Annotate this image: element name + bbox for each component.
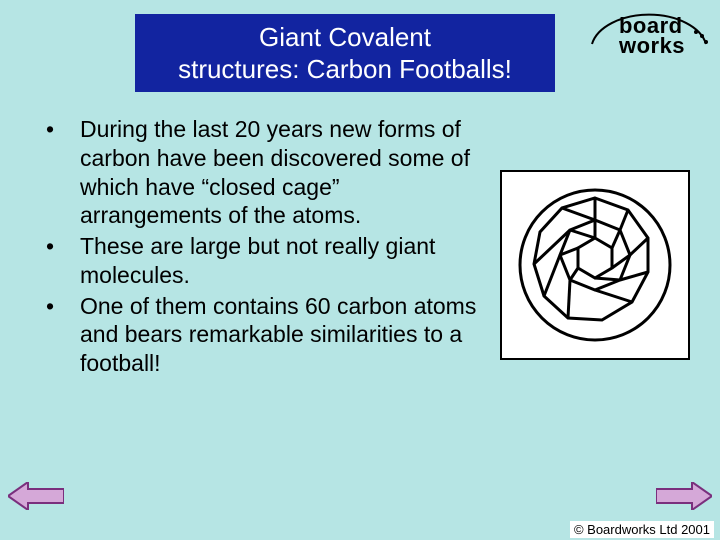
arrow-right-icon xyxy=(656,482,712,510)
bullet-list: •During the last 20 years new forms of c… xyxy=(40,115,480,380)
title-line-1: Giant Covalent xyxy=(135,21,555,54)
prev-slide-button[interactable] xyxy=(8,482,64,510)
bullet-marker: • xyxy=(40,292,80,378)
arrow-left-icon xyxy=(8,482,64,510)
bullet-item: •These are large but not really giant mo… xyxy=(40,232,480,290)
bullet-marker: • xyxy=(40,115,80,230)
bullet-text: One of them contains 60 carbon atoms and… xyxy=(80,292,480,378)
bullet-item: •One of them contains 60 carbon atoms an… xyxy=(40,292,480,378)
slide: Giant Covalent structures: Carbon Footba… xyxy=(0,0,720,540)
fullerene-image xyxy=(500,170,690,360)
boardworks-logo: board works xyxy=(592,6,712,66)
slide-title: Giant Covalent structures: Carbon Footba… xyxy=(135,14,555,92)
title-line-2: structures: Carbon Footballs! xyxy=(135,53,555,86)
fullerene-icon xyxy=(510,180,680,350)
bullet-item: •During the last 20 years new forms of c… xyxy=(40,115,480,230)
bullet-text: During the last 20 years new forms of ca… xyxy=(80,115,480,230)
next-slide-button[interactable] xyxy=(656,482,712,510)
copyright-text: © Boardworks Ltd 2001 xyxy=(570,521,714,538)
logo-text-bottom: works xyxy=(619,36,685,56)
bullet-text: These are large but not really giant mol… xyxy=(80,232,480,290)
bullet-marker: • xyxy=(40,232,80,290)
